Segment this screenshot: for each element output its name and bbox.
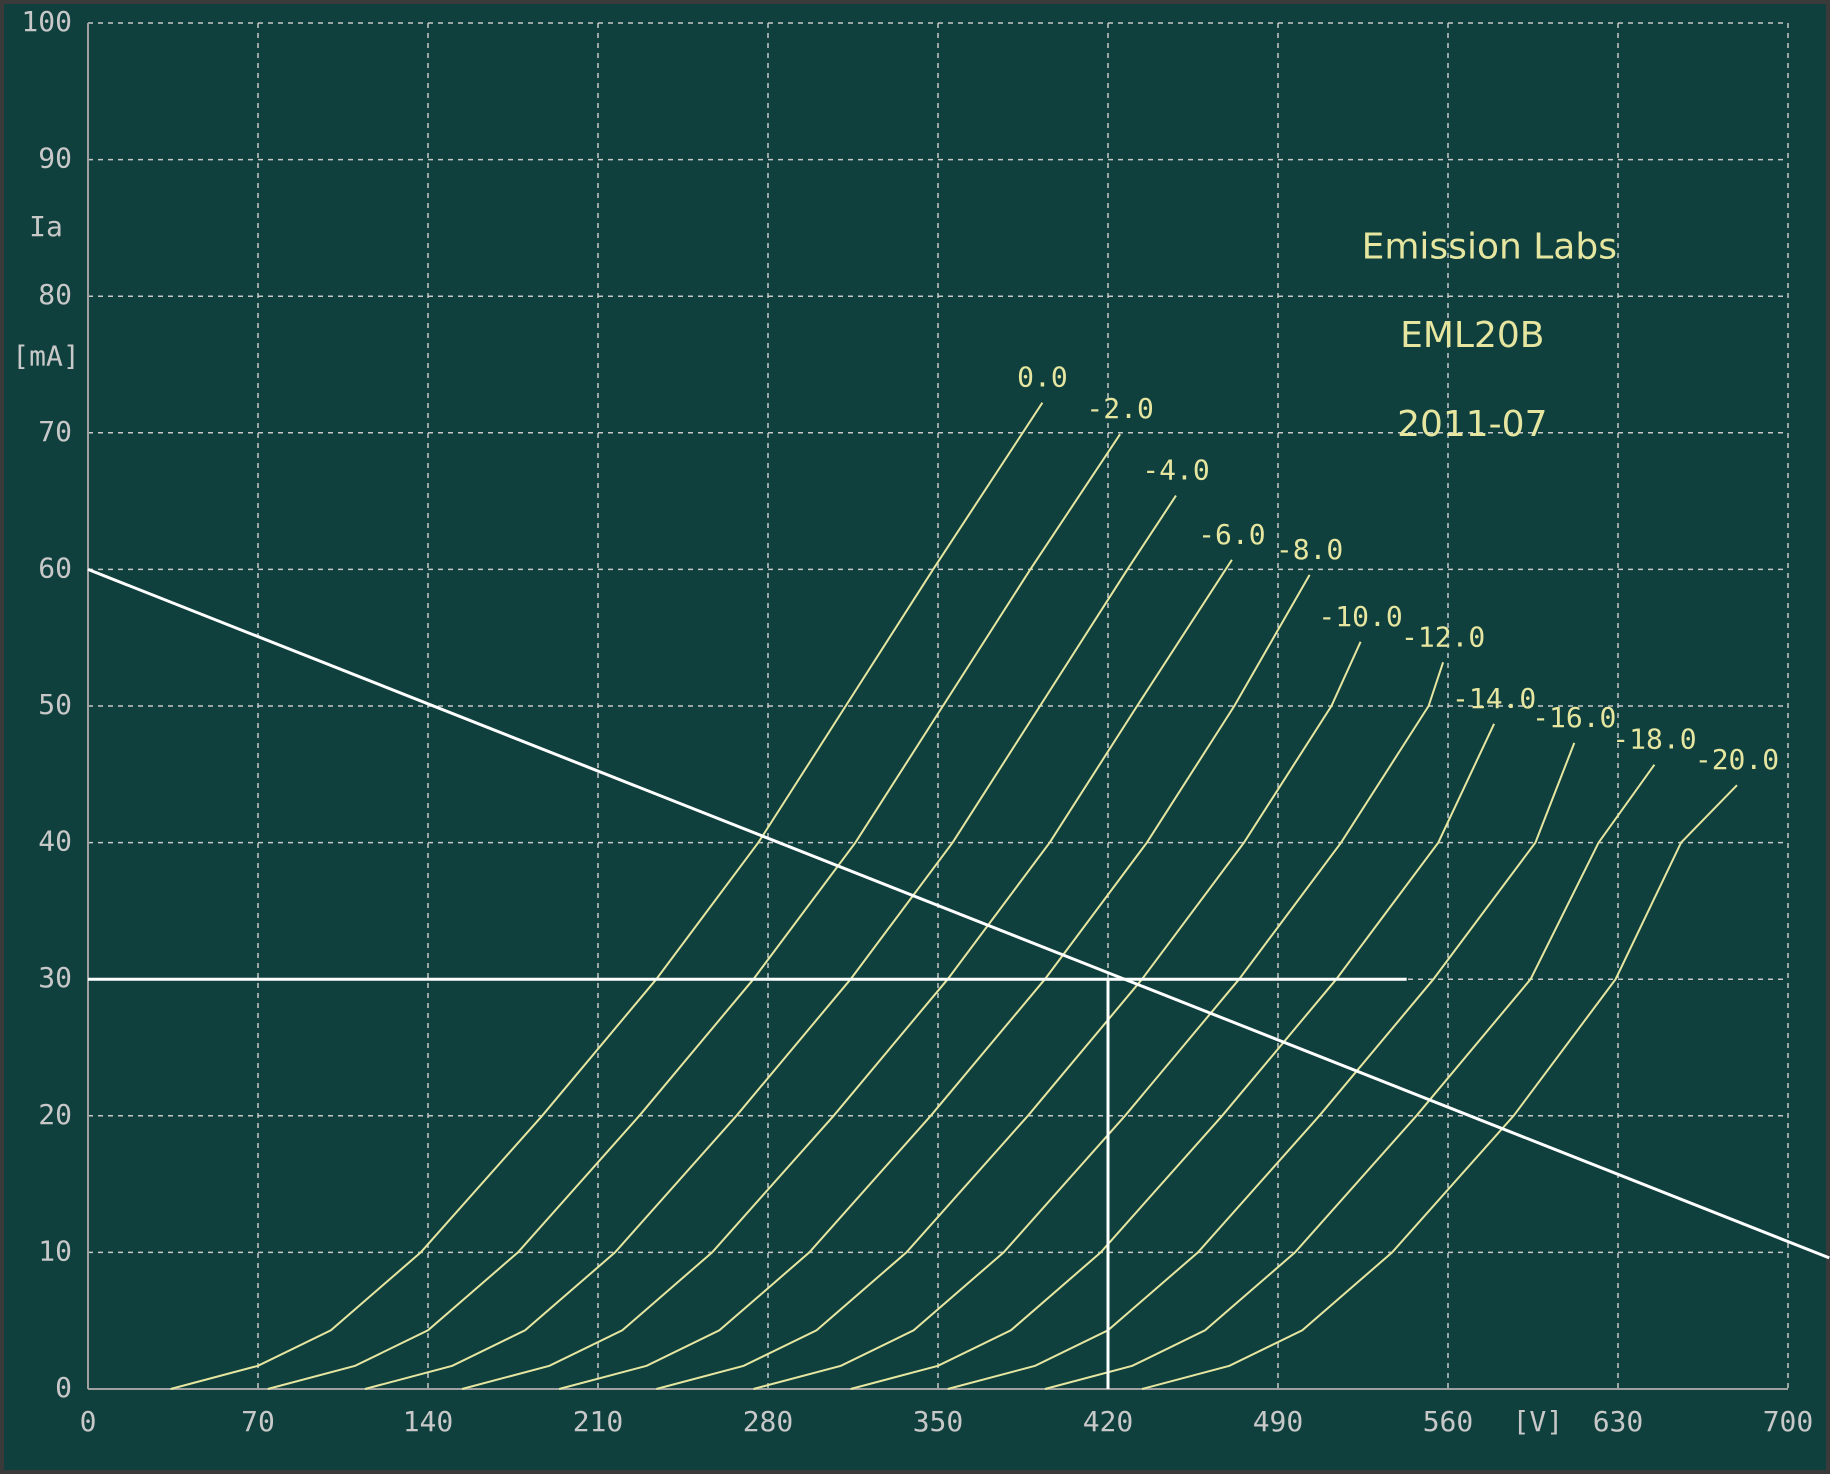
x-tick-label: 630 bbox=[1593, 1405, 1644, 1438]
curve bbox=[461, 559, 1233, 1390]
curve-label: -20.0 bbox=[1695, 743, 1779, 776]
x-tick-label: 490 bbox=[1253, 1405, 1304, 1438]
curve-label: -14.0 bbox=[1452, 682, 1536, 715]
curve bbox=[558, 574, 1311, 1390]
curve-label: -16.0 bbox=[1532, 701, 1616, 734]
annotation: 2011-07 bbox=[1397, 404, 1547, 445]
annotation: Emission Labs bbox=[1362, 226, 1617, 267]
curve bbox=[850, 723, 1496, 1390]
curve bbox=[1141, 784, 1738, 1390]
y-tick-label: 60 bbox=[38, 551, 72, 584]
curve-label: -6.0 bbox=[1198, 518, 1265, 551]
curve-label: -18.0 bbox=[1612, 723, 1696, 756]
x-tick-label: 210 bbox=[573, 1405, 624, 1438]
curve bbox=[364, 495, 1177, 1390]
x-axis-label: [V] bbox=[1513, 1405, 1564, 1438]
y-tick-label: 80 bbox=[38, 278, 72, 311]
curve-label: -8.0 bbox=[1276, 533, 1343, 566]
curve-label: -10.0 bbox=[1318, 600, 1402, 633]
annotation: EML20B bbox=[1400, 315, 1544, 356]
y-tick-label: 50 bbox=[38, 688, 72, 721]
y-tick-label: 0 bbox=[55, 1371, 72, 1404]
y-tick-label: 70 bbox=[38, 415, 72, 448]
curve bbox=[656, 641, 1362, 1390]
curve bbox=[170, 402, 1044, 1390]
x-tick-label: 700 bbox=[1763, 1405, 1814, 1438]
y-axis-label: Ia bbox=[29, 210, 63, 243]
y-tick-label: 10 bbox=[38, 1234, 72, 1267]
curve bbox=[753, 661, 1445, 1390]
x-tick-label: 70 bbox=[241, 1405, 275, 1438]
x-tick-label: 280 bbox=[743, 1405, 794, 1438]
curve bbox=[947, 742, 1576, 1390]
reference-line bbox=[87, 568, 1830, 1260]
curve-label: -12.0 bbox=[1401, 620, 1485, 653]
y-tick-label: 20 bbox=[38, 1098, 72, 1131]
y-tick-label: 40 bbox=[38, 825, 72, 858]
x-tick-label: 350 bbox=[913, 1405, 964, 1438]
curve-label: -2.0 bbox=[1086, 392, 1153, 425]
curve bbox=[1044, 764, 1656, 1390]
x-tick-label: 420 bbox=[1083, 1405, 1134, 1438]
curve-label: -4.0 bbox=[1142, 454, 1209, 487]
y-tick-label: 90 bbox=[38, 142, 72, 175]
curve bbox=[267, 433, 1121, 1390]
y-axis-unit: [mA] bbox=[12, 340, 79, 373]
x-tick-label: 0 bbox=[80, 1405, 97, 1438]
plot-background bbox=[4, 4, 1826, 1470]
curve-label: 0.0 bbox=[1017, 361, 1068, 394]
y-tick-label: 30 bbox=[38, 961, 72, 994]
y-tick-label: 100 bbox=[21, 5, 72, 38]
x-tick-label: 140 bbox=[403, 1405, 454, 1438]
x-tick-label: 560 bbox=[1423, 1405, 1474, 1438]
